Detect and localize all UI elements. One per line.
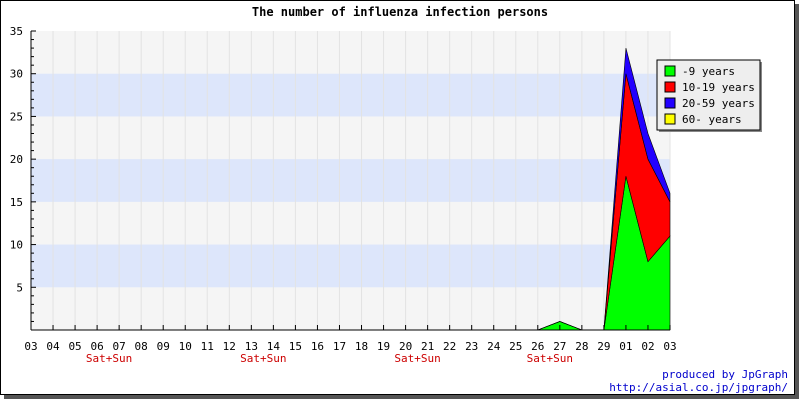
y-tick-labels: 5 10 15 20 25 30 35	[10, 25, 36, 322]
x-tick-label: 12	[223, 340, 236, 353]
weekend-label: Sat+Sun	[394, 352, 440, 365]
x-gridlines	[30, 31, 671, 330]
x-tick-label: 09	[157, 340, 170, 353]
x-tick-label: 22	[443, 340, 456, 353]
x-tick-label: 18	[355, 340, 368, 353]
legend-label: 20-59 years	[682, 97, 755, 110]
legend-swatch	[664, 65, 676, 77]
x-tick-label: 16	[311, 340, 324, 353]
axes	[30, 31, 670, 331]
x-tick-label: 14	[267, 340, 281, 353]
y-bands	[31, 31, 670, 330]
y-tick-label: 15	[10, 196, 23, 209]
legend-label: 60- years	[682, 113, 742, 126]
x-tick-label: 06	[90, 340, 103, 353]
x-tick-label: 03	[663, 340, 676, 353]
y-tick-label: 30	[10, 68, 23, 81]
x-tick-label: 11	[201, 340, 214, 353]
x-tick-label: 02	[641, 340, 654, 353]
x-tick-label: 25	[509, 340, 522, 353]
y-tick-label: 10	[10, 239, 23, 252]
weekend-labels: Sat+Sun Sat+Sun Sat+Sun Sat+Sun	[86, 352, 573, 365]
x-tick-label: 19	[377, 340, 390, 353]
y-tick-label: 35	[10, 25, 23, 38]
x-tick-label: 23	[465, 340, 478, 353]
legend-label: -9 years	[682, 65, 735, 78]
x-tick-label: 27	[553, 340, 566, 353]
y-band	[31, 159, 670, 202]
x-tick-label: 15	[289, 340, 302, 353]
x-tick-label: 17	[333, 340, 346, 353]
credit-line1: produced by JpGraph	[662, 368, 788, 381]
legend: -9 years 10-19 years 20-59 years 60- years	[656, 59, 762, 132]
y-tick-label: 5	[16, 281, 23, 294]
x-tick-label: 10	[179, 340, 192, 353]
weekend-label: Sat+Sun	[240, 352, 286, 365]
y-band	[31, 73, 670, 117]
legend-swatch	[664, 113, 676, 125]
legend-label: 10-19 years	[682, 81, 755, 94]
y-tick-label: 25	[10, 110, 23, 123]
y-tick-label: 20	[10, 153, 23, 166]
x-tick-label: 05	[68, 340, 81, 353]
legend-swatch	[664, 97, 676, 109]
x-tick-label: 28	[575, 340, 588, 353]
weekend-label: Sat+Sun	[527, 352, 573, 365]
x-tick-label: 01	[619, 340, 632, 353]
x-tick-label: 21	[421, 340, 434, 353]
x-tick-label: 29	[597, 340, 610, 353]
x-tick-label: 08	[135, 340, 148, 353]
x-tick-labels: 03 04 05 06 07 08 09 10 11 12 13 14 15 16 17 18 19 20 21 22…	[24, 325, 677, 353]
x-tick-label: 13	[245, 340, 258, 353]
weekend-label: Sat+Sun	[86, 352, 132, 365]
x-tick-label: 03	[24, 340, 37, 353]
chart-title: The number of influenza infection person…	[252, 5, 548, 19]
y-band	[31, 244, 670, 288]
credit-line2: http://asial.co.jp/jpgraph/	[609, 381, 788, 394]
x-tick-label: 20	[399, 340, 412, 353]
legend-swatch	[664, 81, 676, 93]
x-tick-label: 04	[46, 340, 60, 353]
x-tick-label: 07	[113, 340, 126, 353]
x-tick-label: 26	[531, 340, 544, 353]
x-tick-label: 24	[487, 340, 501, 353]
